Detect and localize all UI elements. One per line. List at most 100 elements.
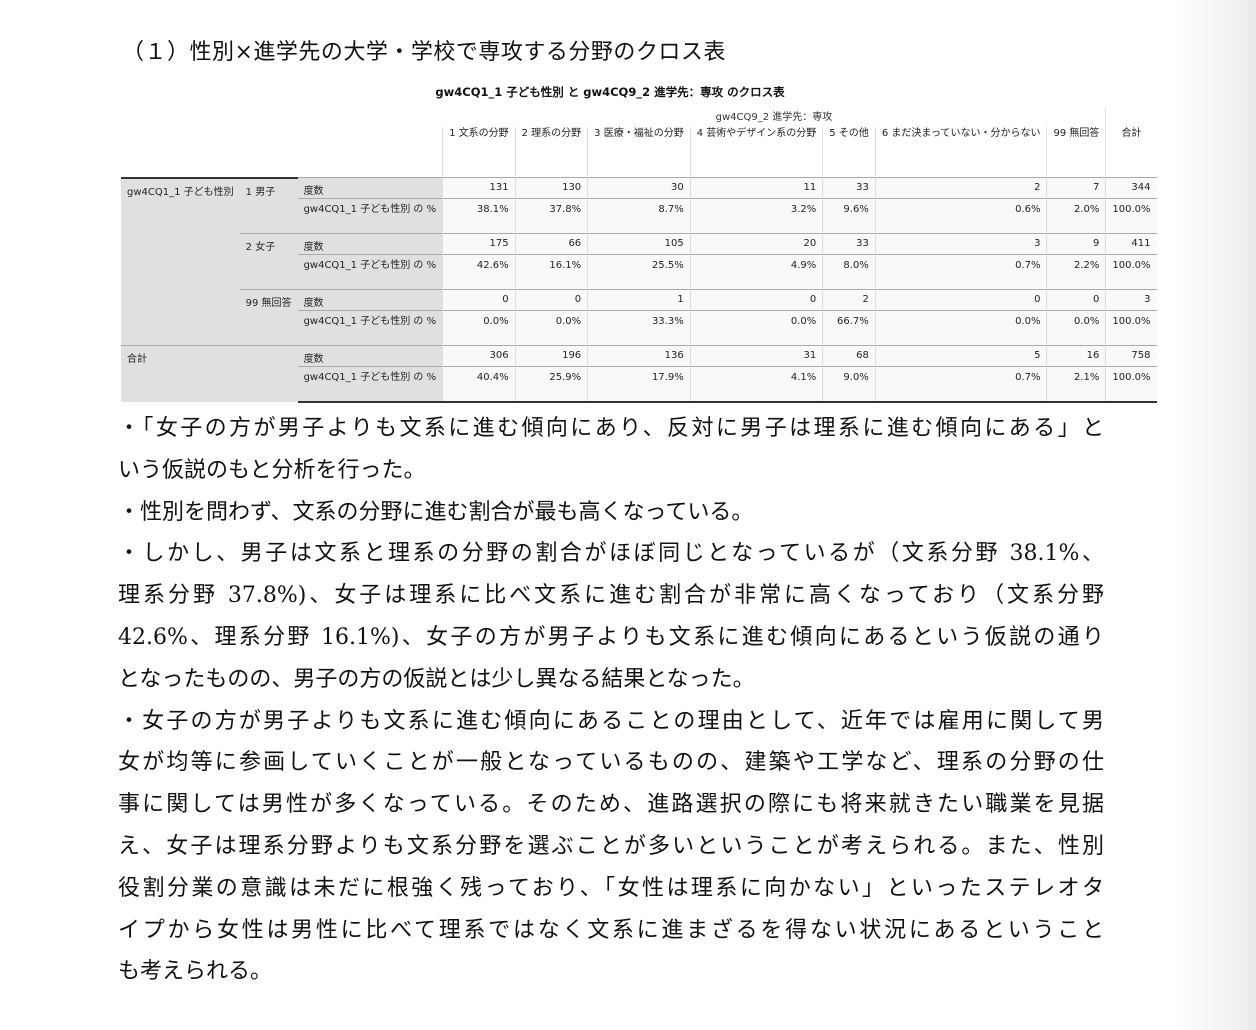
paragraph-line: 事に関しては男性が多くなっている。そのため、進路選択の際にも将来就きたい職業を見…: [118, 792, 1104, 818]
section-title: （１）性別×進学先の大学・学校で専攻する分野のクロス表: [122, 40, 726, 65]
column-header: 4 芸術やデザイン系の分野: [689, 127, 823, 178]
percent-cell: 4.9%: [689, 254, 823, 290]
count-cell: 0: [689, 289, 823, 311]
count-cell: 11: [689, 177, 823, 199]
row-group-label: 99 無回答: [239, 289, 298, 346]
column-header: 1 文系の分野: [442, 127, 516, 178]
paragraph-line: え、女子は理系分野よりも文系分野を選ぶことが多いということが考えられる。また、性…: [118, 833, 1104, 859]
count-cell: 0: [514, 289, 588, 311]
count-cell: 1: [587, 289, 691, 311]
count-cell: 131: [442, 177, 516, 199]
paragraph-line: ・しかし、男子は文系と理系の分野の割合がほぼ同じとなっているが（文系分野 38.…: [118, 541, 1104, 567]
percent-cell: 0.0%: [514, 310, 588, 346]
table-row: 99 無回答 度数 0 0 1 0 2 0 0 3: [121, 289, 1157, 346]
count-cell: 105: [587, 233, 691, 255]
table-caption: gw4CQ1_1 子ども性別 と gw4CQ9_2 進学先：専攻 のクロス表: [435, 85, 785, 99]
percent-cell: 25.5%: [587, 254, 691, 290]
percent-cell: 2.1%: [1046, 366, 1106, 403]
row-group-label: 合計: [121, 345, 298, 402]
count-cell: 0: [442, 289, 516, 311]
count-cell: 306: [442, 345, 516, 367]
stat-label: gw4CQ1_1 子ども性別 の %: [297, 366, 443, 403]
count-cell: 2: [874, 177, 1047, 199]
table-row: gw4CQ1_1 子ども性別 の % 0.0% 0.0% 33.3% 0.0% 66.7%…: [121, 310, 1157, 346]
column-header: 5 その他: [822, 127, 876, 178]
percent-cell: 0.0%: [689, 310, 823, 346]
count-cell: 196: [514, 345, 588, 367]
count-cell: 68: [822, 345, 876, 367]
percent-cell: 100.0%: [1105, 366, 1157, 403]
stat-label: 度数: [297, 345, 443, 367]
percent-cell: 33.3%: [587, 310, 691, 346]
count-cell: 7: [1046, 177, 1106, 199]
percent-cell: 9.6%: [822, 198, 876, 234]
count-cell: 411: [1105, 233, 1157, 255]
count-cell: 5: [874, 345, 1047, 367]
percent-cell: 16.1%: [514, 254, 588, 290]
table-row: 2 女子 度数 175 66 105 20 33 3 9 411: [121, 233, 1157, 290]
row-variable-label: gw4CQ1_1 子ども性別: [121, 176, 240, 346]
count-cell: 3: [874, 233, 1047, 255]
paragraph-line: ・「女子の方が男子よりも文系に進む傾向にあり、反対に男子は理系に進む傾向にある」…: [118, 416, 1104, 441]
percent-cell: 3.2%: [689, 198, 823, 234]
count-cell: 0: [874, 289, 1047, 311]
column-header: 99 無回答: [1046, 127, 1106, 178]
percent-cell: 4.1%: [689, 366, 823, 403]
count-cell: 30: [587, 177, 691, 199]
table-row: gw4CQ1_1 子ども性別 の % 42.6% 16.1% 25.5% 4.9% 8.0…: [121, 254, 1157, 290]
count-cell: 20: [689, 233, 823, 255]
percent-cell: 100.0%: [1105, 254, 1157, 290]
percent-cell: 40.4%: [442, 366, 516, 403]
stat-label: 度数: [297, 233, 443, 255]
stat-label: gw4CQ1_1 子ども性別 の %: [297, 198, 443, 234]
count-cell: 0: [1046, 289, 1106, 311]
percent-cell: 0.0%: [874, 310, 1047, 346]
count-cell: 175: [442, 233, 516, 255]
column-header: 2 理系の分野: [514, 127, 588, 178]
table-row: gw4CQ1_1 子ども性別 の % 40.4% 25.9% 17.9% 4.1% 9.0…: [121, 366, 1157, 403]
percent-cell: 100.0%: [1105, 310, 1157, 346]
paragraph-line: 女が均等に参画していくことが一般となっているものの、建築や工学など、理系の分野の…: [118, 750, 1104, 776]
count-cell: 3: [1105, 289, 1157, 311]
percent-cell: 9.0%: [822, 366, 876, 403]
count-cell: 130: [514, 177, 588, 199]
crosstab-table: gw4CQ9_2 進学先：専攻 1 文系の分野 2 理系の分野 3 医療・福祉の分野 4…: [121, 108, 1157, 403]
count-cell: 31: [689, 345, 823, 367]
percent-cell: 66.7%: [822, 310, 876, 346]
paragraph-line: イプから女性は男性に比べて理系ではなく文系に進まざるを得ない状況にあるということ: [118, 917, 1104, 943]
count-cell: 9: [1046, 233, 1106, 255]
stat-label: gw4CQ1_1 子ども性別 の %: [297, 254, 443, 290]
row-group-label: 1 男子: [239, 176, 298, 234]
table-row: gw4CQ1_1 子ども性別 1 男子 度数 131 130 30 11 33 2 7 344: [121, 176, 1157, 346]
table-row: gw4CQ1_1 子ども性別 の % 38.1% 37.8% 8.7% 3.2% 9.6%…: [121, 198, 1157, 234]
count-cell: 66: [514, 233, 588, 255]
column-variable-header: gw4CQ9_2 進学先：専攻: [715, 112, 833, 123]
table-row: 合計 度数 306 196 136 31 68 5 16 758: [121, 345, 1157, 402]
stat-label: 度数: [297, 177, 443, 199]
stat-label: gw4CQ1_1 子ども性別 の %: [297, 310, 443, 346]
column-header: 6 まだ決まっていない・分からない: [874, 127, 1047, 178]
paragraph-line: ・女子の方が男子よりも文系に進む傾向にあることの理由として、近年では雇用に関して…: [118, 708, 1104, 734]
paragraph-line: となったものの、男子の方の仮説とは少し異なる結果となった。: [118, 666, 755, 692]
page-shadow: [1176, 0, 1256, 1030]
count-cell: 136: [587, 345, 691, 367]
percent-cell: 42.6%: [442, 254, 516, 290]
percent-cell: 0.7%: [874, 254, 1047, 290]
percent-cell: 2.0%: [1046, 198, 1106, 234]
paragraph-line: 42.6%、理系分野 16.1%)、女子の方が男子よりも文系に進む傾向にあるとい…: [118, 624, 1104, 650]
count-cell: 344: [1105, 177, 1157, 199]
count-cell: 33: [822, 233, 876, 255]
percent-cell: 37.8%: [514, 198, 588, 234]
column-header: 3 医療・福祉の分野: [587, 127, 691, 178]
stat-label: 度数: [297, 289, 443, 311]
percent-cell: 0.0%: [442, 310, 516, 346]
paragraph-line: ・性別を問わず、文系の分野に進む割合が最も高くなっている。: [118, 499, 754, 525]
row-group-label: 2 女子: [239, 233, 298, 290]
count-cell: 16: [1046, 345, 1106, 367]
count-cell: 33: [822, 177, 876, 199]
percent-cell: 0.0%: [1046, 310, 1106, 346]
count-cell: 2: [822, 289, 876, 311]
percent-cell: 8.7%: [587, 198, 691, 234]
paragraph-line: も考えられる。: [118, 959, 273, 985]
paragraph-line: 理系分野 37.8%)、女子は理系に比べ文系に進む割合が非常に高くなっており（文…: [118, 583, 1104, 609]
